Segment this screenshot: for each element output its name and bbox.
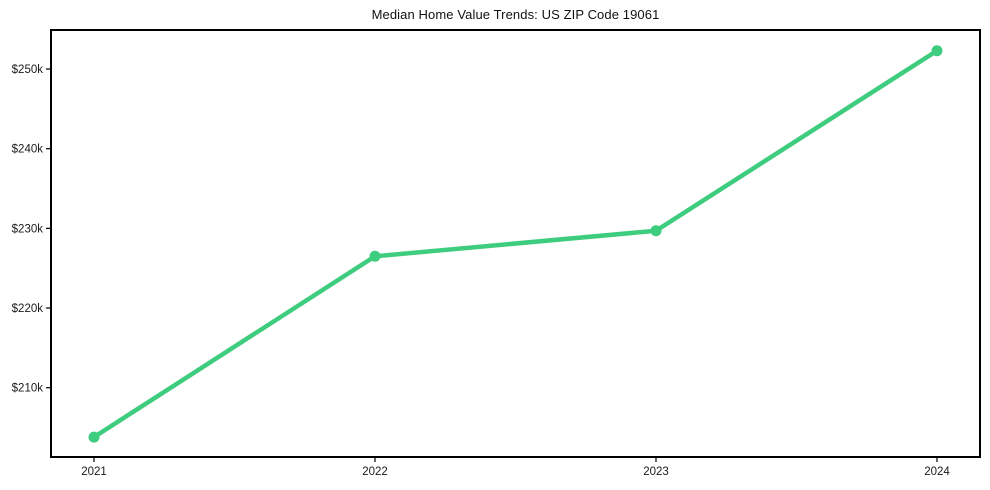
plot-frame [50,29,981,458]
series-line [91,48,940,440]
chart-title: Median Home Value Trends: US ZIP Code 19… [371,7,660,22]
y-tick-label: $240k [12,144,44,156]
y-tick-label: $210k [12,383,44,395]
x-tick-label: 2023 [643,466,669,478]
data-point-marker [931,45,943,57]
data-point-marker [369,250,381,262]
y-tick-label: $250k [12,64,44,76]
y-tick-label: $230k [12,223,44,235]
data-point-marker [88,431,100,443]
data-point-marker [650,225,662,237]
x-tick-label: 2022 [362,466,388,478]
x-tick-label: 2021 [81,466,107,478]
y-tick-label: $220k [12,303,44,315]
x-tick-label: 2024 [924,466,950,478]
